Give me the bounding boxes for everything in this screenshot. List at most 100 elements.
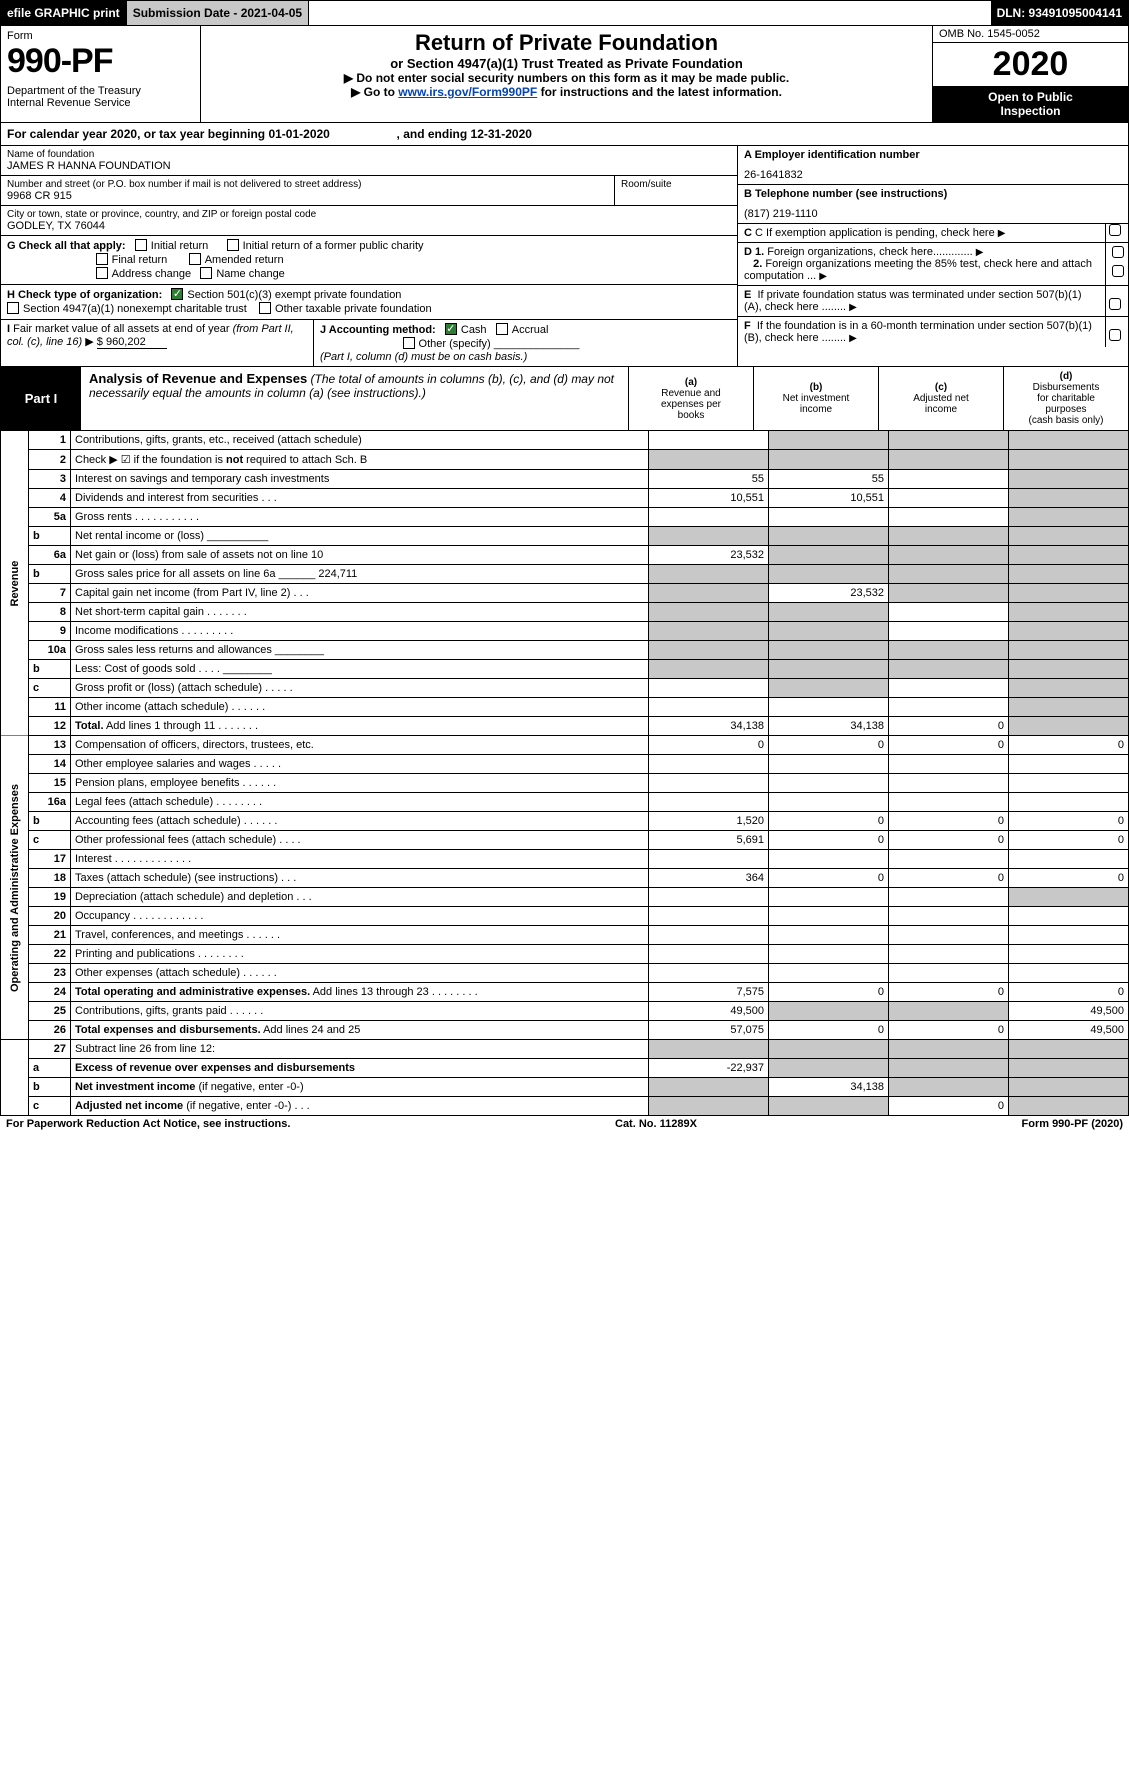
cell-col-b: 0 (769, 983, 889, 1002)
line-desc: Gross rents . . . . . . . . . . . (71, 508, 649, 527)
cb-final-return[interactable] (96, 253, 108, 265)
line-desc: Depreciation (attach schedule) and deple… (71, 888, 649, 907)
line-desc: Net rental income or (loss) __________ (71, 527, 649, 546)
cb-4947a1[interactable] (7, 302, 19, 314)
line-number: 10a (29, 641, 71, 660)
cell-col-c (889, 755, 1009, 774)
d-checkbox-col (1105, 243, 1128, 285)
line-number: 13 (29, 736, 71, 755)
cell-col-b (769, 565, 889, 584)
cb-amended-return[interactable] (189, 253, 201, 265)
form-note2: ▶ Go to www.irs.gov/Form990PF for instru… (209, 85, 924, 99)
cb-d2[interactable] (1112, 265, 1124, 277)
cell-col-d (1009, 508, 1129, 527)
cell-col-c (889, 489, 1009, 508)
dept-irs: Internal Revenue Service (7, 97, 194, 109)
cb-cash[interactable]: ✓ (445, 323, 457, 335)
omb-number: OMB No. 1545-0052 (933, 26, 1128, 43)
cell-col-c (889, 565, 1009, 584)
f-60month: F If the foundation is in a 60-month ter… (738, 317, 1128, 347)
cb-c[interactable] (1109, 224, 1121, 236)
line-number: 22 (29, 945, 71, 964)
table-row: 2Check ▶ ☑ if the foundation is not requ… (1, 450, 1129, 470)
line-desc: Contributions, gifts, grants paid . . . … (71, 1002, 649, 1021)
cell-col-b: 0 (769, 736, 889, 755)
cell-col-d (1009, 470, 1129, 489)
cell-col-c (889, 945, 1009, 964)
cb-other-taxable[interactable] (259, 302, 271, 314)
line-desc: Total. Add lines 1 through 11 . . . . . … (71, 717, 649, 736)
cell-col-c: 0 (889, 1021, 1009, 1040)
cb-initial-former-pub[interactable] (227, 239, 239, 251)
line-number: b (29, 565, 71, 584)
line-desc: Contributions, gifts, grants, etc., rece… (71, 431, 649, 450)
cb-other-spec[interactable] (403, 337, 415, 349)
line-number: a (29, 1059, 71, 1078)
col-d-head: (d)Disbursementsfor charitablepurposes(c… (1003, 367, 1128, 430)
h-label: H Check type of organization: (7, 289, 162, 301)
cell-col-a: 0 (649, 736, 769, 755)
cb-initial-return[interactable] (135, 239, 147, 251)
cell-col-d: 0 (1009, 983, 1129, 1002)
cell-col-d (1009, 431, 1129, 450)
cell-col-d (1009, 489, 1129, 508)
cell-col-c (889, 698, 1009, 717)
cell-col-c (889, 1059, 1009, 1078)
cb-name-change[interactable] (200, 267, 212, 279)
cell-col-d (1009, 546, 1129, 565)
line-desc: Net gain or (loss) from sale of assets n… (71, 546, 649, 565)
irs-link[interactable]: www.irs.gov/Form990PF (398, 85, 537, 99)
table-row: cOther professional fees (attach schedul… (1, 831, 1129, 850)
cell-col-c: 0 (889, 983, 1009, 1002)
table-row: 5aGross rents . . . . . . . . . . . (1, 508, 1129, 527)
cell-col-b (769, 774, 889, 793)
form-990pf-page: efile GRAPHIC print Submission Date - 20… (0, 0, 1129, 1132)
line-number: 23 (29, 964, 71, 983)
line-number: 1 (29, 431, 71, 450)
cb-address-change[interactable] (96, 267, 108, 279)
cb-e[interactable] (1109, 298, 1121, 310)
line-number: 20 (29, 907, 71, 926)
arrow-right-icon (976, 246, 986, 258)
line-desc: Accounting fees (attach schedule) . . . … (71, 812, 649, 831)
cb-501c3[interactable]: ✓ (171, 288, 183, 300)
submission-date: Submission Date - 2021-04-05 (127, 1, 309, 25)
cell-col-c (889, 450, 1009, 470)
cell-col-b (769, 945, 889, 964)
form-title-block: Return of Private Foundation or Section … (201, 26, 932, 122)
cb-accrual[interactable] (496, 323, 508, 335)
line-desc: Gross profit or (loss) (attach schedule)… (71, 679, 649, 698)
table-row: 19Depreciation (attach schedule) and dep… (1, 888, 1129, 907)
cell-col-a (649, 660, 769, 679)
cell-col-a: 10,551 (649, 489, 769, 508)
calendar-year-text: For calendar year 2020, or tax year begi… (1, 123, 538, 145)
cell-col-c (889, 508, 1009, 527)
line-desc: Gross sales less returns and allowances … (71, 641, 649, 660)
b-label: B Telephone number (see instructions) (744, 188, 1122, 200)
form-title: Return of Private Foundation (209, 30, 924, 56)
cell-col-d: 49,500 (1009, 1002, 1129, 1021)
line-desc: Check ▶ ☑ if the foundation is not requi… (71, 450, 649, 470)
cb-f[interactable] (1109, 329, 1121, 341)
c-pending: C C If exemption application is pending,… (738, 224, 1128, 243)
cell-col-a (649, 679, 769, 698)
line-desc: Other employee salaries and wages . . . … (71, 755, 649, 774)
line-number: b (29, 812, 71, 831)
form-right-block: OMB No. 1545-0052 2020 Open to Public In… (932, 26, 1128, 122)
table-row: 21Travel, conferences, and meetings . . … (1, 926, 1129, 945)
table-row: bLess: Cost of goods sold . . . . ______… (1, 660, 1129, 679)
line-number: 27 (29, 1040, 71, 1059)
table-row: 25Contributions, gifts, grants paid . . … (1, 1002, 1129, 1021)
city-cell: City or town, state or province, country… (1, 206, 737, 236)
form-subtitle: or Section 4947(a)(1) Trust Treated as P… (209, 56, 924, 71)
table-row: 24Total operating and administrative exp… (1, 983, 1129, 1002)
part1-tab: Part I (1, 367, 81, 430)
cb-d1[interactable] (1112, 246, 1124, 258)
table-row: 4Dividends and interest from securities … (1, 489, 1129, 508)
cell-col-b (769, 508, 889, 527)
form-number: 990-PF (7, 42, 194, 81)
table-row: 11Other income (attach schedule) . . . .… (1, 698, 1129, 717)
line-desc: Pension plans, employee benefits . . . .… (71, 774, 649, 793)
cell-col-b (769, 1097, 889, 1116)
cell-col-a: 34,138 (649, 717, 769, 736)
